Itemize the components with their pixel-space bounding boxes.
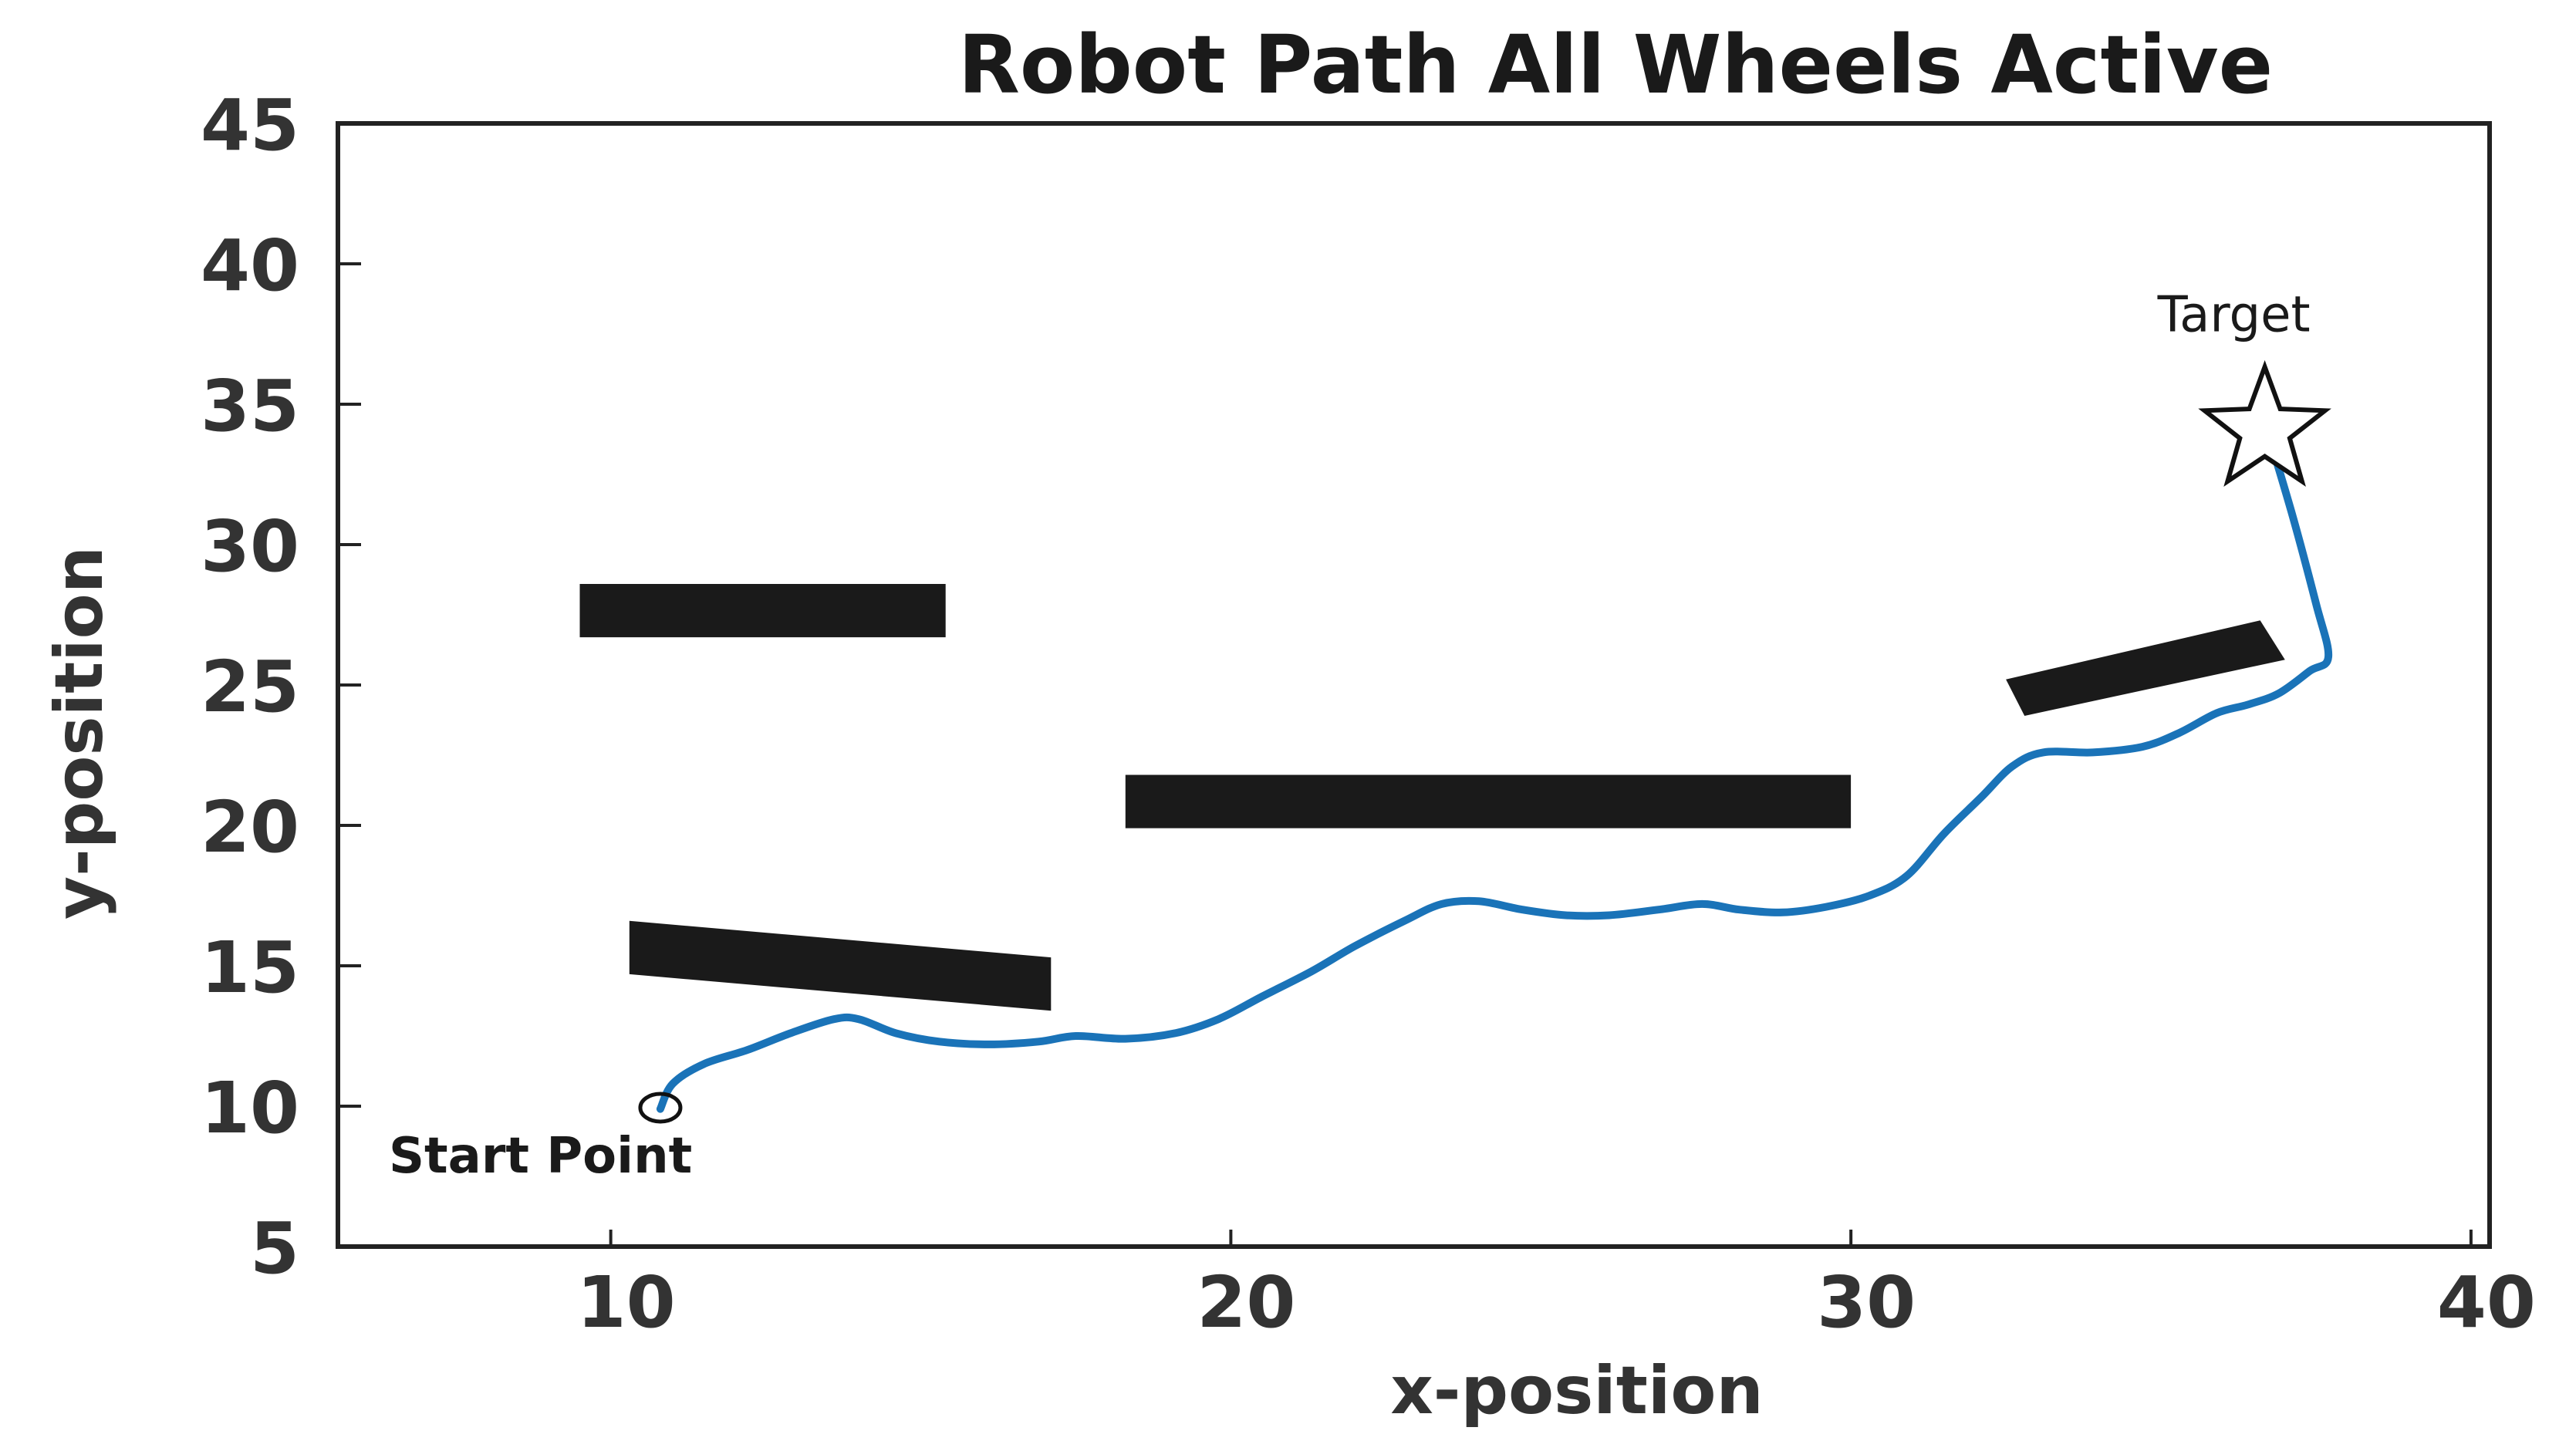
y-tick-label: 35 — [201, 365, 299, 447]
robot-path-line — [656, 403, 2333, 1113]
obstacle-block — [579, 584, 946, 638]
obstacle-block — [629, 920, 1052, 1011]
x-axis-label: x-position — [1390, 1352, 1763, 1429]
chart-title: Robot Path All Wheels Active — [958, 18, 2273, 112]
tick-layer: 10 20 30 40 5 10 15 20 25 30 35 40 45 — [201, 84, 2536, 1344]
y-tick-label: 25 — [201, 646, 299, 728]
obstacle-block — [2006, 620, 2285, 716]
y-tick-label: 30 — [201, 505, 299, 588]
start-point-label: Start Point — [389, 1128, 692, 1185]
x-tick-label: 30 — [1817, 1261, 1916, 1344]
y-tick-label: 40 — [201, 224, 299, 307]
x-tick-label: 40 — [2437, 1261, 2536, 1344]
target-label: Target — [2157, 287, 2311, 344]
y-tick-label: 15 — [201, 926, 299, 1009]
x-tick-label: 20 — [1197, 1261, 1295, 1344]
obstacle-block — [1125, 774, 1852, 828]
y-tick-label: 5 — [250, 1207, 299, 1290]
y-tick-label: 20 — [201, 786, 299, 869]
y-axis-label: y-position — [41, 546, 118, 920]
y-tick-label: 10 — [201, 1067, 299, 1149]
y-tick-label: 45 — [201, 84, 299, 167]
obstacle-layer — [579, 584, 2285, 1011]
target-star-icon — [2198, 359, 2331, 488]
start-point-marker — [638, 1092, 683, 1124]
x-tick-label: 10 — [577, 1261, 676, 1344]
